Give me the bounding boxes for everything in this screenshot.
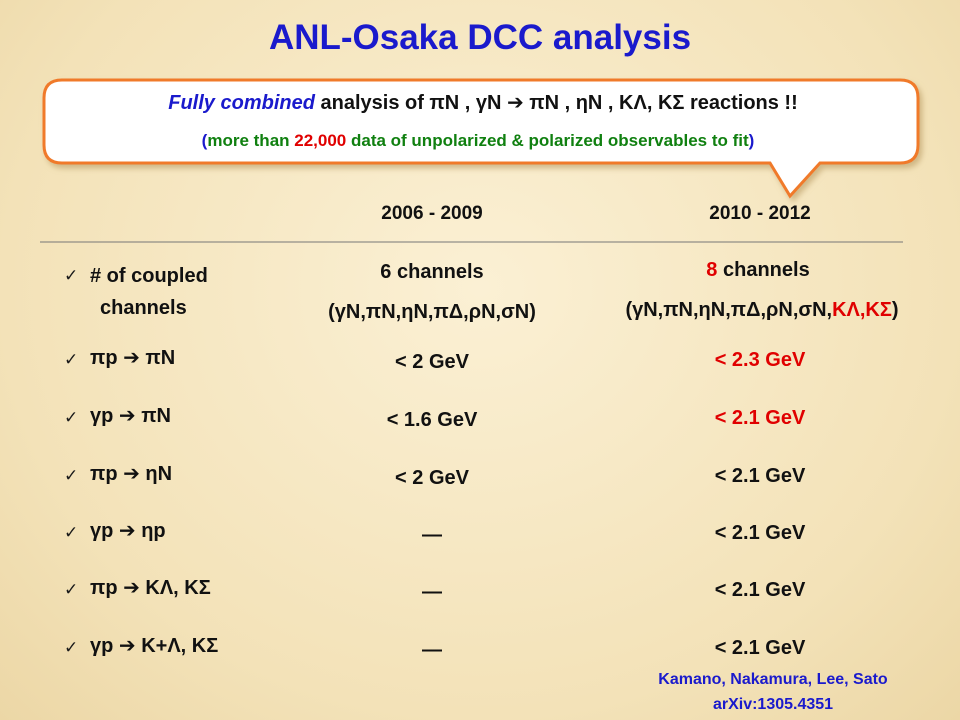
cell: (γN,πN,ηN,πΔ,ρN,σN,KΛ,KΣ) bbox=[625, 300, 898, 320]
row-label: πp ➔ KΛ, KΣ bbox=[90, 577, 211, 599]
row-label: γp ➔ ηp bbox=[90, 520, 166, 542]
cell: < 2.1 GeV bbox=[714, 465, 806, 487]
row-label: # of coupled bbox=[90, 265, 208, 287]
row-label: γp ➔ K+Λ, KΣ bbox=[90, 635, 219, 657]
cell: 6 channels bbox=[380, 261, 484, 283]
callout-number: 22,000 bbox=[294, 131, 347, 150]
check-icon: ✓ bbox=[64, 266, 79, 285]
column-header: 2006 - 2009 bbox=[381, 203, 483, 224]
row-label: γp ➔ πN bbox=[90, 405, 171, 427]
callout-emphasis: Fully combined bbox=[168, 92, 315, 114]
check-icon: ✓ bbox=[64, 523, 79, 542]
check-icon: ✓ bbox=[64, 408, 79, 427]
column-header: 2010 - 2012 bbox=[709, 203, 811, 224]
cell: — bbox=[422, 639, 442, 661]
callout-text: more than bbox=[207, 131, 295, 150]
cell-highlight: KΛ,KΣ bbox=[832, 299, 892, 321]
footer-authors: Kamano, Nakamura, Lee, Sato bbox=[658, 671, 888, 688]
cell: — bbox=[422, 581, 442, 603]
callout-line: Fully combined analysis of πN , γN ➔ πN … bbox=[168, 93, 798, 113]
callout-line: (more than 22,000 data of unpolarized & … bbox=[202, 132, 755, 149]
cell-text: channels bbox=[717, 259, 810, 281]
row-label: πp ➔ ηN bbox=[90, 463, 173, 485]
check-icon: ✓ bbox=[64, 580, 79, 599]
cell: < 1.6 GeV bbox=[386, 409, 478, 431]
cell: < 2 GeV bbox=[395, 467, 469, 489]
cell: < 2.1 GeV bbox=[714, 579, 806, 601]
cell: 8 channels bbox=[706, 260, 809, 280]
cell: < 2.1 GeV bbox=[714, 407, 806, 429]
cell: < 2.1 GeV bbox=[714, 522, 806, 544]
callout-text: data of unpolarized & polarized observab… bbox=[346, 131, 749, 150]
cell: (γN,πN,ηN,πΔ,ρN,σN) bbox=[328, 301, 536, 323]
check-icon: ✓ bbox=[64, 638, 79, 657]
cell: < 2 GeV bbox=[395, 351, 469, 373]
check-icon: ✓ bbox=[64, 466, 79, 485]
row-label: channels bbox=[100, 297, 187, 319]
row-label: πp ➔ πN bbox=[90, 347, 176, 369]
cell-number: 8 bbox=[706, 259, 718, 281]
callout-text: ) bbox=[748, 131, 755, 150]
footer-reference: arXiv:1305.4351 bbox=[712, 696, 834, 713]
callout-text: ( bbox=[201, 131, 208, 150]
callout-text: analysis of πN , γN ➔ πN , ηN , KΛ, KΣ r… bbox=[314, 92, 798, 114]
cell-text: ) bbox=[891, 299, 899, 321]
check-icon: ✓ bbox=[64, 350, 79, 369]
slide-title: ANL-Osaka DCC analysis bbox=[268, 18, 692, 57]
cell-text: (γN,πN,ηN,πΔ,ρN,σN, bbox=[625, 299, 833, 321]
cell: — bbox=[422, 524, 442, 546]
callout-bubble bbox=[42, 78, 920, 199]
cell: < 2.3 GeV bbox=[714, 349, 806, 371]
cell: < 2.1 GeV bbox=[714, 637, 806, 659]
